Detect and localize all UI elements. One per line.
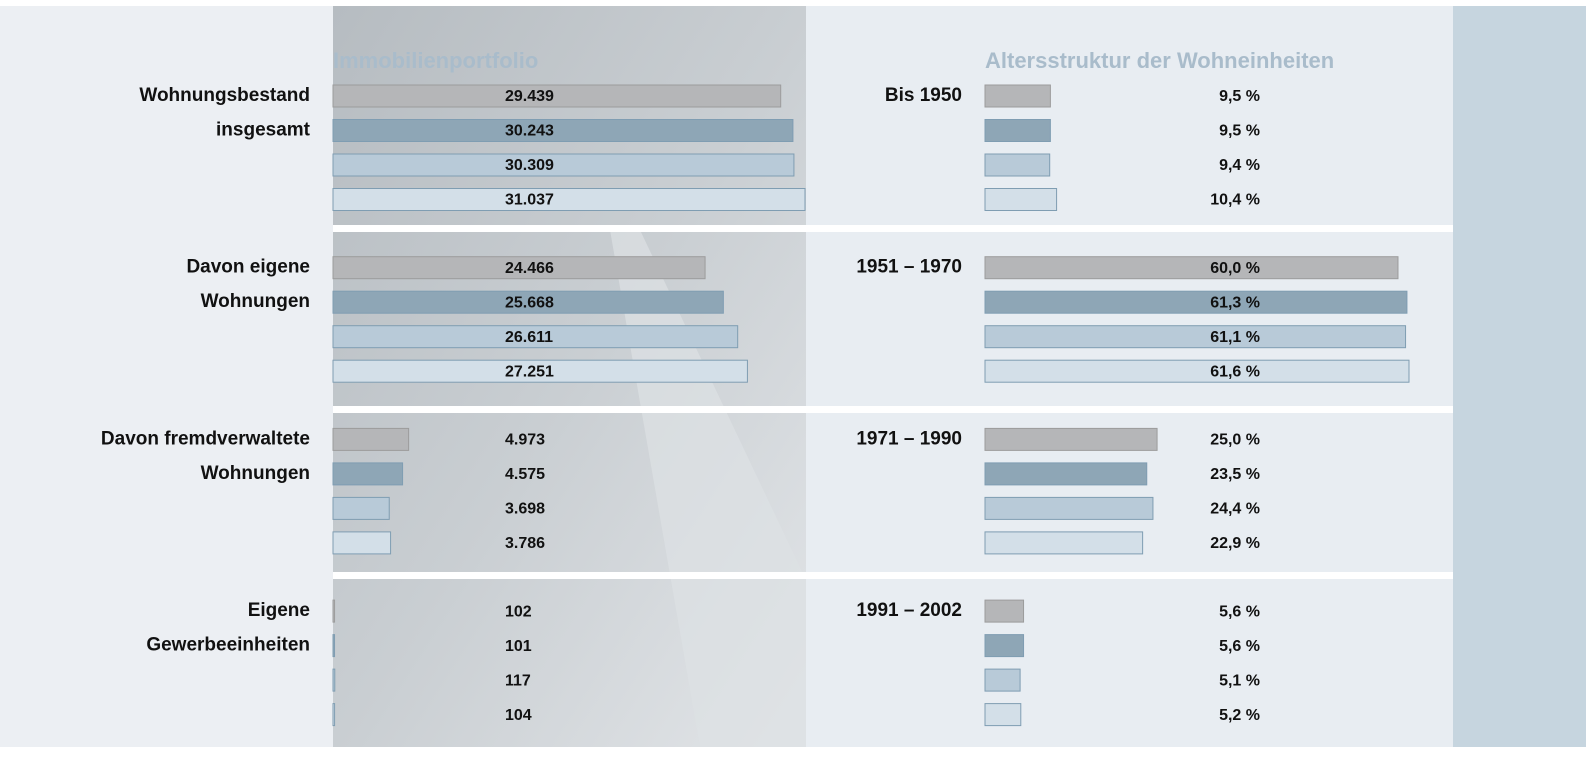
value-label: 22,9 %	[1210, 535, 1260, 552]
separator	[333, 572, 1453, 579]
bar	[985, 257, 1398, 279]
bar	[333, 669, 335, 691]
category-label: Davon eigene	[186, 257, 310, 278]
category-label: Gewerbeeinheiten	[146, 635, 310, 656]
category-label: Eigene	[248, 600, 310, 621]
value-label: 31.037	[505, 192, 554, 209]
bar	[985, 600, 1024, 622]
bar	[333, 497, 389, 519]
value-label: 23,5 %	[1210, 466, 1260, 483]
category-label: Davon fremdverwaltete	[101, 428, 310, 449]
chart-title: Immobilienportfolio	[333, 48, 538, 73]
value-label: 5,6 %	[1219, 638, 1260, 655]
category-label: 1971 – 1990	[856, 428, 962, 449]
value-label: 5,2 %	[1219, 707, 1260, 724]
bar	[985, 463, 1147, 485]
category-label: Wohnungen	[201, 291, 310, 312]
chart-title: Altersstruktur der Wohneinheiten	[985, 48, 1334, 73]
bar	[333, 428, 409, 450]
value-label: 117	[505, 672, 531, 689]
category-label: 1991 – 2002	[856, 600, 962, 621]
value-label: 3.786	[505, 535, 545, 552]
bar	[333, 120, 793, 142]
value-label: 104	[505, 707, 532, 724]
value-label: 26.611	[505, 329, 553, 346]
value-label: 29.439	[505, 88, 554, 105]
value-label: 5,6 %	[1219, 603, 1260, 620]
bar	[985, 360, 1409, 382]
bar	[985, 635, 1024, 657]
separator	[333, 225, 1453, 232]
bar	[333, 600, 335, 622]
value-label: 4.575	[505, 466, 545, 483]
value-label: 25,0 %	[1210, 432, 1260, 449]
value-label: 3.698	[505, 501, 545, 518]
category-label: Bis 1950	[885, 85, 962, 106]
bar	[985, 189, 1057, 211]
value-label: 24,4 %	[1210, 501, 1260, 518]
bar	[985, 85, 1050, 107]
value-label: 30.243	[505, 123, 554, 140]
value-label: 9,4 %	[1219, 157, 1260, 174]
value-label: 61,6 %	[1210, 363, 1260, 380]
bar	[333, 85, 781, 107]
value-label: 25.668	[505, 294, 554, 311]
value-label: 27.251	[505, 363, 554, 380]
bar	[985, 428, 1157, 450]
chart: Immobilienportfolio Wohnungsbestand insges…	[0, 0, 1586, 759]
value-label: 61,1 %	[1210, 329, 1260, 346]
category-label: 1951 – 1970	[856, 257, 962, 278]
bar	[333, 704, 335, 726]
bar	[985, 291, 1407, 313]
category-label: Wohnungsbestand	[139, 85, 310, 106]
side-strip	[1453, 6, 1586, 747]
value-label: 9,5 %	[1219, 123, 1260, 140]
bar	[985, 326, 1406, 348]
value-label: 60,0 %	[1210, 260, 1260, 277]
bar	[985, 532, 1143, 554]
value-label: 5,1 %	[1219, 672, 1260, 689]
value-label: 30.309	[505, 157, 554, 174]
value-label: 102	[505, 603, 532, 620]
bar	[985, 120, 1050, 142]
bar	[333, 635, 335, 657]
category-label: Wohnungen	[201, 463, 310, 484]
bar	[985, 704, 1021, 726]
value-label: 4.973	[505, 432, 545, 449]
value-label: 61,3 %	[1210, 294, 1260, 311]
value-label: 10,4 %	[1210, 192, 1260, 209]
bar	[333, 463, 403, 485]
bar	[985, 154, 1050, 176]
bar	[985, 497, 1153, 519]
value-label: 24.466	[505, 260, 554, 277]
bar	[333, 532, 391, 554]
value-label: 101	[505, 638, 532, 655]
category-label: insgesamt	[216, 120, 311, 141]
separator	[333, 406, 1453, 413]
bar	[333, 189, 805, 211]
value-label: 9,5 %	[1219, 88, 1260, 105]
bar	[333, 154, 794, 176]
bar	[985, 669, 1020, 691]
